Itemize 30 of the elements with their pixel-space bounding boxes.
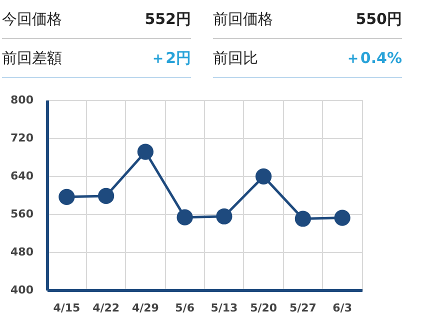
- x-tick-label: 4/15: [53, 302, 80, 314]
- point: [98, 188, 114, 204]
- x-tick-label: 6/3: [332, 302, 352, 314]
- text: 前回比: [213, 48, 258, 68]
- y-tick-label: 640: [10, 170, 34, 182]
- y-tick-label: 560: [10, 208, 34, 220]
- text: 前回価格: [213, 10, 273, 28]
- x-tick-label: 5/6: [175, 302, 195, 314]
- text: ＋2円: [150, 48, 191, 68]
- y-tick-label: 800: [10, 94, 34, 106]
- text: 今回価格: [2, 10, 62, 28]
- text: 552円: [144, 10, 191, 28]
- text: 550円: [356, 10, 402, 28]
- x-tick-label: 5/13: [210, 302, 238, 314]
- point: [58, 188, 75, 205]
- point: [294, 210, 311, 227]
- point: [176, 209, 193, 226]
- x-tick-label: 5/27: [289, 302, 316, 314]
- point: [256, 168, 272, 185]
- x-tick-label: 4/22: [92, 302, 120, 314]
- point: [216, 208, 232, 224]
- text: ＋0.4%: [345, 48, 402, 68]
- point: [137, 144, 154, 160]
- x-tick-label: 5/20: [250, 302, 278, 314]
- x-tick-label: 4/29: [132, 302, 159, 314]
- y-tick-label: 480: [10, 246, 34, 258]
- y-tick-label: 400: [10, 284, 34, 296]
- point: [334, 210, 350, 226]
- y-tick-label: 720: [10, 132, 34, 144]
- text: 前回差額: [2, 48, 62, 68]
